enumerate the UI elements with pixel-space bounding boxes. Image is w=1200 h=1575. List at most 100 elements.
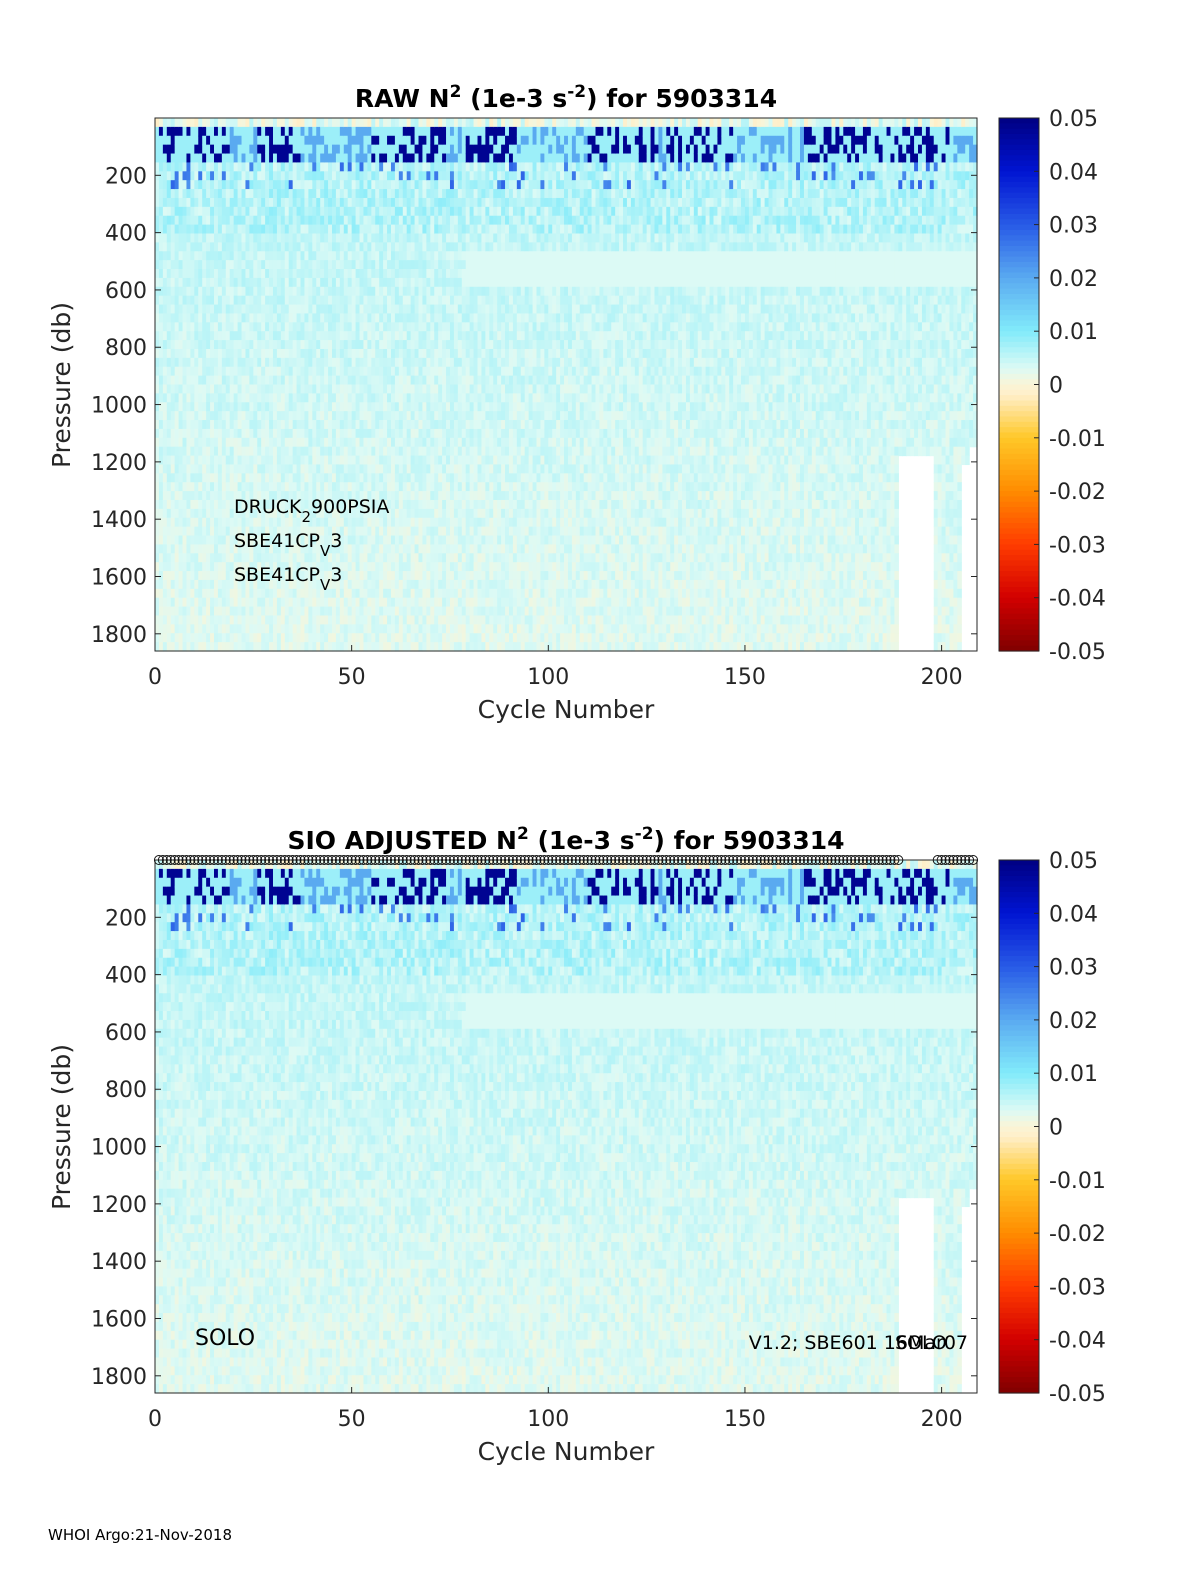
heat-cell bbox=[410, 162, 416, 172]
heat-cell bbox=[414, 322, 420, 332]
heat-cell bbox=[324, 304, 329, 315]
heat-cell bbox=[363, 162, 368, 172]
heat-cell bbox=[449, 233, 455, 243]
heat-cell bbox=[324, 295, 329, 306]
heat-cell bbox=[312, 348, 317, 359]
heat-cell bbox=[170, 118, 176, 128]
heat-cell bbox=[477, 224, 483, 235]
heat-cell bbox=[284, 331, 290, 341]
heat-cell bbox=[166, 357, 172, 368]
heat-cell bbox=[202, 348, 207, 359]
heat-cell bbox=[363, 295, 368, 306]
heat-cell bbox=[229, 571, 235, 581]
heat-cell bbox=[316, 295, 321, 306]
heat-cell bbox=[217, 242, 223, 252]
heat-cell bbox=[182, 384, 188, 394]
heat-cell bbox=[229, 615, 235, 625]
heat-cell bbox=[186, 553, 191, 563]
heat-cell bbox=[438, 375, 443, 386]
heat-cell bbox=[233, 171, 239, 181]
heat-cell bbox=[359, 446, 365, 457]
heat-cell bbox=[261, 517, 266, 528]
heat-cell bbox=[375, 508, 380, 519]
heat-cell bbox=[221, 206, 227, 217]
heat-cell bbox=[304, 642, 309, 652]
heat-cell bbox=[300, 384, 306, 394]
heat-cell bbox=[410, 491, 416, 501]
heat-cell bbox=[300, 517, 306, 528]
heat-cell bbox=[296, 553, 302, 563]
heat-cell bbox=[449, 633, 455, 643]
heat-cell bbox=[363, 544, 368, 554]
heat-cell bbox=[229, 180, 235, 190]
heat-cell bbox=[477, 348, 483, 359]
heat-cell bbox=[253, 304, 258, 315]
heat-cell bbox=[257, 428, 262, 439]
heat-cell bbox=[304, 606, 309, 617]
heat-cell bbox=[261, 189, 266, 199]
heat-cell bbox=[347, 428, 353, 439]
heat-cell bbox=[398, 571, 404, 581]
heat-cell bbox=[296, 348, 302, 359]
heat-cell bbox=[402, 135, 408, 146]
heat-cell bbox=[379, 171, 384, 181]
heat-cell bbox=[261, 286, 266, 297]
heat-cell bbox=[461, 402, 467, 412]
heat-cell bbox=[300, 260, 306, 270]
heat-cell bbox=[449, 455, 455, 466]
heat-cell bbox=[174, 446, 180, 457]
heat-cell bbox=[331, 135, 337, 146]
heat-cell bbox=[253, 579, 258, 590]
heat-cell bbox=[398, 411, 404, 421]
heat-cell bbox=[202, 162, 207, 172]
heat-cell bbox=[379, 437, 384, 448]
heat-cell bbox=[473, 535, 479, 545]
heat-cell bbox=[233, 588, 239, 599]
heat-cell bbox=[449, 215, 455, 226]
heat-cell bbox=[473, 286, 479, 297]
heat-cell bbox=[351, 411, 357, 421]
heat-cell bbox=[276, 340, 282, 350]
heat-cell bbox=[229, 135, 235, 146]
heat-cell bbox=[359, 428, 365, 439]
heat-cell bbox=[328, 189, 333, 199]
heat-cell bbox=[473, 260, 479, 270]
heat-cell bbox=[269, 393, 274, 403]
heat-cell bbox=[304, 375, 309, 386]
heat-cell bbox=[477, 597, 483, 608]
heat-cell bbox=[406, 286, 412, 297]
heat-cell bbox=[300, 144, 306, 155]
heat-cell bbox=[257, 562, 262, 572]
heat-cell bbox=[288, 588, 294, 599]
heat-cell bbox=[449, 446, 455, 457]
heat-cell bbox=[331, 206, 337, 217]
heat-cell bbox=[461, 606, 467, 617]
heat-cell bbox=[194, 304, 199, 315]
heat-cell bbox=[328, 411, 333, 421]
heat-cell bbox=[194, 242, 199, 252]
heat-cell bbox=[473, 304, 479, 315]
heat-cell bbox=[363, 428, 368, 439]
heat-cell bbox=[166, 180, 172, 190]
heat-cell bbox=[449, 579, 455, 590]
heat-cell bbox=[217, 304, 223, 315]
heat-cell bbox=[442, 402, 447, 412]
heat-cell bbox=[359, 455, 365, 466]
heat-cell bbox=[406, 420, 412, 430]
heat-cell bbox=[237, 420, 243, 430]
heat-cell bbox=[194, 473, 199, 483]
heat-cell bbox=[387, 508, 392, 519]
heat-cell bbox=[426, 118, 431, 128]
heat-cell bbox=[449, 571, 455, 581]
heat-cell bbox=[390, 535, 396, 545]
heat-cell bbox=[351, 286, 357, 297]
heat-cell bbox=[166, 526, 172, 537]
heat-cell bbox=[272, 242, 278, 252]
heat-cell bbox=[461, 517, 467, 528]
heat-cell bbox=[418, 606, 424, 617]
heat-cell bbox=[210, 357, 215, 368]
heat-cell bbox=[324, 437, 329, 448]
heat-cell bbox=[229, 624, 235, 634]
heat-cell bbox=[453, 562, 459, 572]
heat-cell bbox=[170, 588, 176, 599]
